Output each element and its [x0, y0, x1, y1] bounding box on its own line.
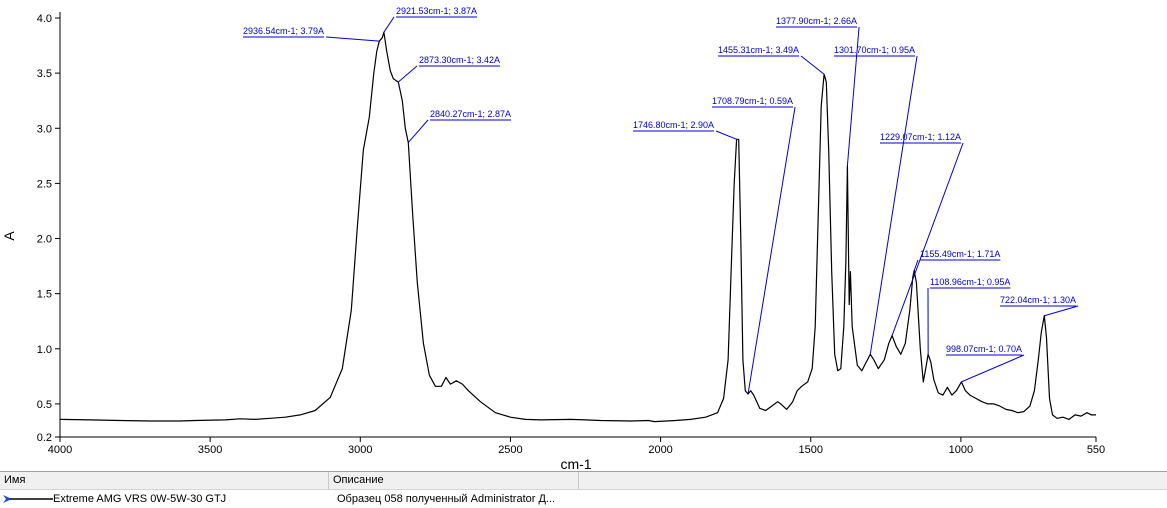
- peak-annotation-label: 1108.96cm-1; 0.95A: [930, 277, 1010, 287]
- y-tick-label: 2.0: [37, 234, 52, 246]
- peak-annotation-label: 2921.53cm-1; 3.87A: [396, 6, 477, 16]
- x-tick-label: 550: [1087, 444, 1105, 456]
- peak-annotation-label: 1455.31cm-1; 3.49A: [718, 45, 799, 55]
- peak-annotation-leader: [914, 260, 918, 271]
- peak-annotation-label: 2840.27cm-1; 2.87A: [430, 109, 511, 119]
- y-axis-label: A: [1, 231, 17, 241]
- y-tick-label: 1.5: [37, 289, 52, 301]
- x-tick-label: 1000: [949, 444, 973, 456]
- peak-annotation-leader: [1044, 306, 1078, 316]
- y-tick-label: 4.0: [37, 13, 52, 25]
- peak-annotation-label: 998.07cm-1; 0.70A: [946, 344, 1022, 354]
- peak-annotation-leader: [408, 120, 428, 143]
- peak-annotation-leader: [326, 37, 379, 41]
- series-layer: [60, 32, 1096, 421]
- legend-header: Имя Описание: [0, 472, 1167, 490]
- axes: 4000 3500 3000 2500 2000 1500 1000 550 0.2 0.5 1.0…: [37, 12, 1105, 456]
- column-header-name[interactable]: Имя: [0, 472, 329, 489]
- y-tick-label: 2.5: [37, 178, 52, 190]
- legend-table: Имя Описание Extreme AMG VRS 0W-5W-30 GT…: [0, 471, 1167, 508]
- x-axis-label: cm-1: [560, 456, 591, 470]
- y-tick-label: 0.5: [37, 399, 52, 411]
- peak-annotation-label: 2936.54cm-1; 3.79A: [243, 26, 324, 36]
- peak-annotation-leader: [716, 131, 737, 139]
- series-line-swatch-icon: [3, 493, 53, 505]
- peak-annotation-label: 1377.90cm-1; 2.66A: [776, 16, 857, 26]
- series-description: Образец 058 полученный Administrator Д..…: [337, 490, 555, 508]
- peak-annotation-leader: [748, 107, 795, 394]
- y-tick-label: 1.0: [37, 344, 52, 356]
- y-tick-label: 3.5: [37, 68, 52, 80]
- peak-annotation-label: 1708.79cm-1; 0.59A: [712, 96, 793, 106]
- x-tick-label: 4000: [48, 444, 72, 456]
- x-tick-label: 3000: [348, 444, 372, 456]
- peak-annotation-label: 1155.49cm-1; 1.71A: [920, 249, 1000, 259]
- x-tick-label: 2500: [498, 444, 522, 456]
- y-tick-label: 0.2: [37, 432, 52, 444]
- spectrum-chart: 4000 3500 3000 2500 2000 1500 1000 550 0.2 0.5 1.0…: [0, 0, 1167, 470]
- x-tick-label: 1500: [798, 444, 822, 456]
- peak-annotation-leader: [384, 17, 394, 32]
- x-tick-label: 2000: [648, 444, 672, 456]
- column-header-description[interactable]: Описание: [329, 472, 579, 489]
- spectrum-line: [60, 32, 1096, 421]
- x-tick-label: 3500: [198, 444, 222, 456]
- peak-annotation-leader: [961, 355, 1024, 382]
- peak-annotation-label: 1746.80cm-1; 2.90A: [633, 120, 714, 130]
- peak-annotation-label: 1301.70cm-1; 0.95A: [834, 45, 915, 55]
- peak-annotation-leader: [398, 66, 417, 82]
- peak-annotation-leader: [801, 56, 824, 74]
- legend-row[interactable]: Extreme AMG VRS 0W-5W-30 GTJ Образец 058…: [0, 490, 1167, 508]
- peak-annotation-label: 2873.30cm-1; 3.42A: [419, 55, 500, 65]
- annotations-layer: 2936.54cm-1; 3.79A 2921.53cm-1; 3.87A 2873…: [243, 6, 1078, 394]
- series-name: Extreme AMG VRS 0W-5W-30 GTJ: [53, 490, 226, 508]
- peak-annotation-label: 722.04cm-1; 1.30A: [1000, 295, 1076, 305]
- peak-annotation-label: 1229.07cm-1; 1.12A: [880, 132, 961, 142]
- y-tick-label: 3.0: [37, 123, 52, 135]
